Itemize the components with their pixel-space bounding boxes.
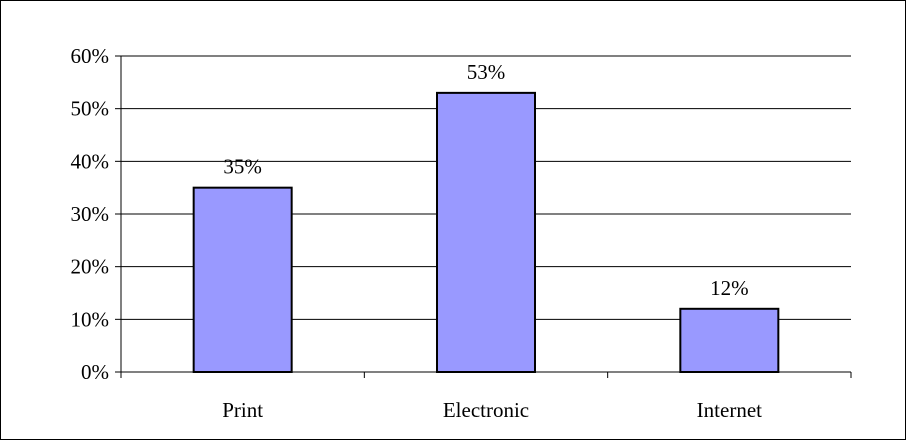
data-label: 12% — [710, 276, 749, 300]
bars — [192, 91, 780, 373]
x-tick-label: Print — [222, 398, 263, 422]
labels: 0% 10% 20% 30% 40% 50% 60% Print 35% Electronic 53… — [71, 44, 763, 422]
bar-print — [192, 186, 293, 373]
y-tick-label: 40% — [71, 149, 110, 173]
y-tick-label: 30% — [71, 202, 110, 226]
x-tick-label: Internet — [697, 398, 762, 422]
x-tick-label: Electronic — [443, 398, 529, 422]
y-tick-label: 60% — [71, 44, 110, 68]
bar-internet — [679, 307, 780, 373]
y-tick-label: 50% — [71, 97, 110, 121]
data-label: 35% — [223, 155, 262, 179]
axes — [115, 55, 852, 378]
y-tick-label: 10% — [71, 307, 110, 331]
y-tick-label: 20% — [71, 255, 110, 279]
data-label: 53% — [467, 60, 506, 84]
y-tick-label: 0% — [81, 360, 109, 384]
bar-electronic — [436, 91, 536, 373]
